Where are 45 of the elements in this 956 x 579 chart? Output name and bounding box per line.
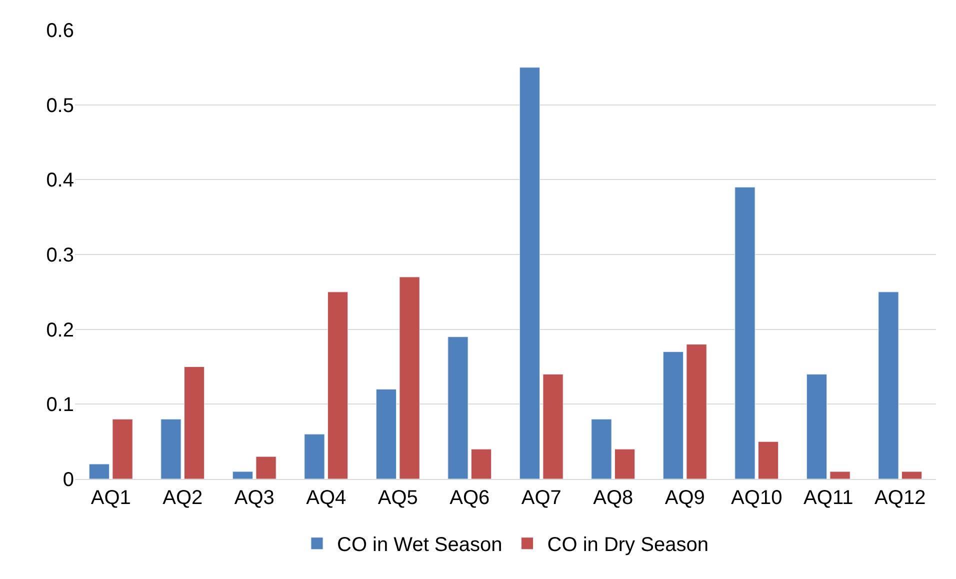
bar — [232, 471, 254, 479]
bar — [304, 434, 325, 479]
bar — [830, 471, 850, 479]
bar — [112, 418, 133, 479]
bar — [470, 448, 492, 479]
y-tick-label: 0.2 — [46, 319, 74, 342]
bar — [399, 276, 420, 479]
bar — [448, 336, 468, 479]
bar — [806, 374, 828, 479]
x-tick-label: AQ12 — [874, 487, 926, 509]
bar — [256, 456, 276, 479]
bar — [376, 388, 397, 479]
bar — [519, 67, 540, 479]
y-tick-label: 0.1 — [46, 394, 74, 416]
bar — [662, 352, 684, 479]
bar — [614, 448, 636, 479]
x-tick-label: AQ10 — [731, 487, 782, 509]
x-tick-label: AQ9 — [664, 487, 705, 509]
bar — [184, 366, 205, 479]
bar — [327, 292, 348, 479]
bar — [591, 418, 612, 479]
x-tick-label: AQ1 — [90, 487, 131, 509]
x-tick-label: AQ4 — [306, 487, 346, 509]
bar — [160, 418, 182, 479]
x-tick-label: AQ7 — [521, 487, 562, 509]
bar — [734, 186, 756, 479]
y-tick-label: 0 — [62, 469, 74, 491]
legend-label: CO in Wet Season — [337, 534, 502, 556]
x-tick-label: AQ8 — [593, 487, 634, 509]
x-tick-label: AQ2 — [162, 487, 203, 509]
legend-label: CO in Dry Season — [547, 534, 708, 556]
x-tick-label: AQ5 — [378, 487, 418, 509]
y-tick-label: 0.4 — [46, 170, 74, 192]
bar — [901, 471, 922, 479]
bar — [542, 374, 564, 479]
x-tick-label: AQ11 — [804, 487, 854, 509]
y-tick-label: 0.3 — [46, 244, 74, 266]
bar — [878, 292, 899, 479]
x-tick-label: AQ6 — [450, 487, 490, 509]
bar — [88, 464, 110, 479]
y-tick-label: 0.6 — [46, 20, 74, 42]
y-tick-label: 0.5 — [46, 94, 74, 117]
x-tick-label: AQ3 — [234, 487, 274, 509]
bar — [758, 441, 779, 479]
bar — [686, 344, 707, 479]
